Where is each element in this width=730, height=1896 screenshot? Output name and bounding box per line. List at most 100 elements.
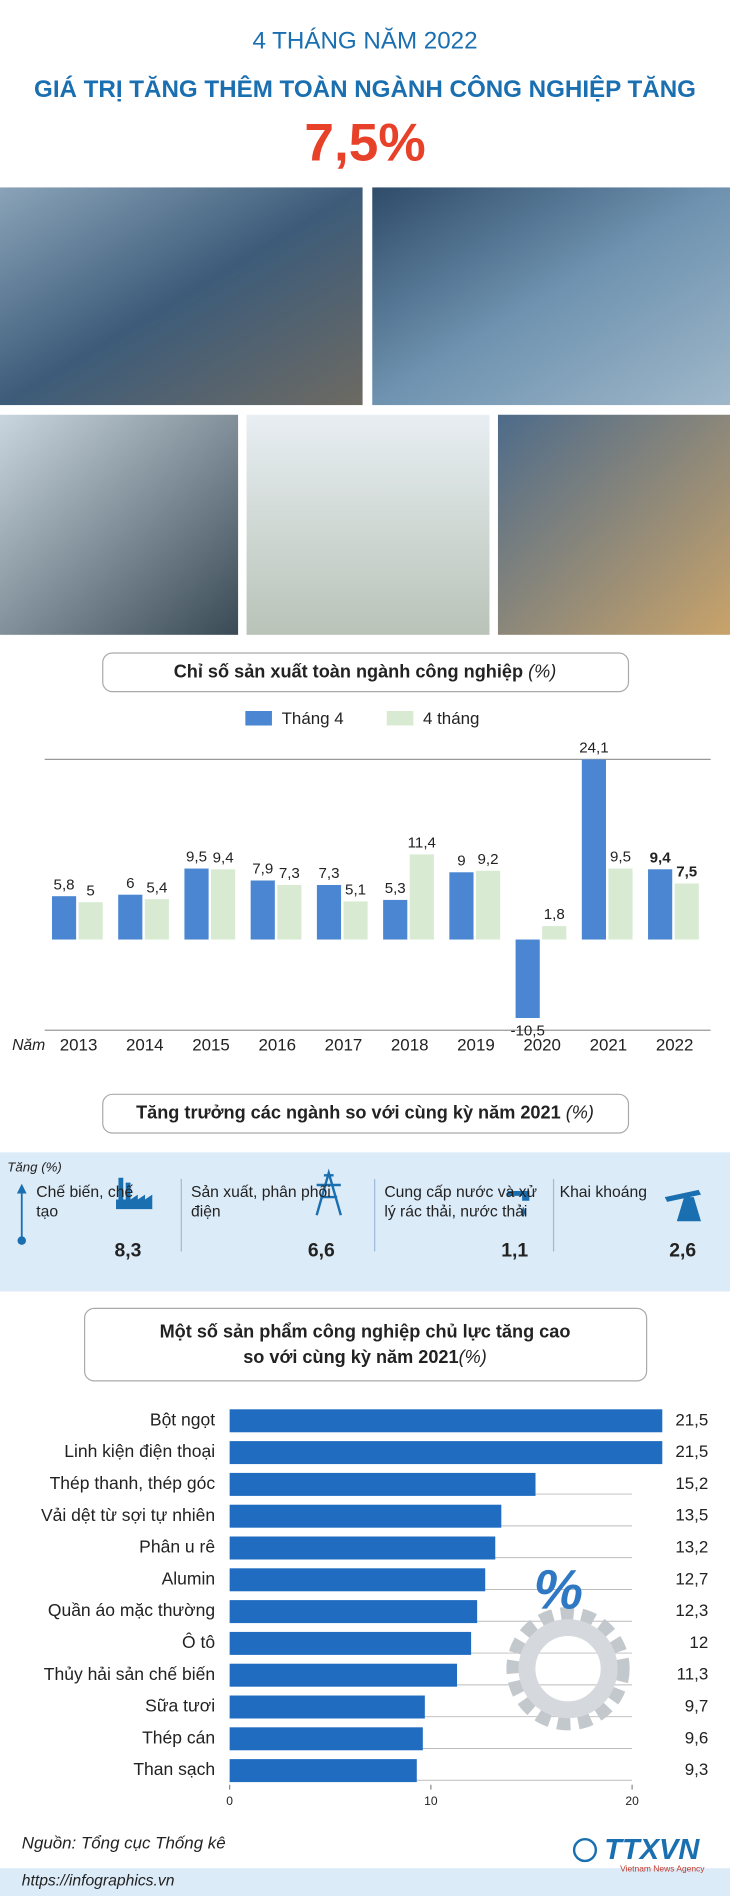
value-label: 9,4 bbox=[650, 849, 672, 866]
category-label: Thủy hải sản chế biến bbox=[44, 1664, 215, 1684]
category-label: Sữa tươi bbox=[145, 1696, 215, 1716]
x-tick-label: 2014 bbox=[126, 1035, 164, 1054]
header-highlight: 7,5% bbox=[304, 113, 425, 172]
value-label: 7,3 bbox=[318, 865, 339, 882]
value-label: 5,1 bbox=[345, 882, 366, 899]
value: 8,3 bbox=[115, 1240, 142, 1262]
x-tick-label: 0 bbox=[226, 1794, 233, 1808]
value-label: 5,8 bbox=[54, 876, 75, 893]
value-label: 9,6 bbox=[685, 1728, 709, 1747]
value: 2,6 bbox=[669, 1240, 696, 1262]
photo bbox=[497, 414, 730, 635]
bar bbox=[78, 902, 103, 940]
bar bbox=[229, 1759, 417, 1783]
category-label: Sản xuất, phân phối điện bbox=[190, 1182, 331, 1221]
arrow-head bbox=[16, 1183, 27, 1194]
bar bbox=[211, 869, 236, 940]
icon-pylon bbox=[315, 1168, 342, 1216]
photo bbox=[0, 187, 363, 406]
chart-title: Tăng trưởng các ngành so với cùng kỳ năm… bbox=[136, 1102, 594, 1122]
legend-label: Tháng 4 bbox=[282, 709, 344, 728]
header-title: GIÁ TRỊ TĂNG THÊM TOÀN NGÀNH CÔNG NGHIỆP… bbox=[34, 75, 696, 103]
gear-icon: % bbox=[506, 1558, 630, 1731]
title-unit: (%) bbox=[459, 1347, 487, 1367]
x-tick-label: 10 bbox=[424, 1794, 438, 1808]
legend-label: 4 tháng bbox=[423, 709, 479, 728]
value-label: 21,5 bbox=[675, 1410, 708, 1429]
x-tick-label: 2018 bbox=[391, 1035, 429, 1054]
bar bbox=[277, 884, 302, 940]
value-label: 9,7 bbox=[685, 1696, 709, 1715]
value: 1,1 bbox=[501, 1240, 528, 1262]
value-label: 21,5 bbox=[675, 1442, 708, 1461]
value-label: 5,4 bbox=[146, 879, 167, 896]
value-label: 7,9 bbox=[252, 861, 273, 878]
bar bbox=[674, 883, 699, 940]
bar bbox=[250, 880, 275, 940]
category-label: Thép thanh, thép góc bbox=[50, 1473, 216, 1493]
value-label: 24,1 bbox=[579, 740, 608, 757]
value-label: 6 bbox=[126, 875, 134, 892]
value-label: -10,5 bbox=[510, 1022, 544, 1039]
title-box bbox=[83, 1307, 648, 1382]
bar bbox=[542, 926, 567, 940]
value-label: 12,7 bbox=[675, 1569, 708, 1588]
bar bbox=[229, 1727, 423, 1751]
bar bbox=[184, 868, 209, 940]
bar bbox=[229, 1409, 663, 1433]
category-label: Quần áo mặc thường bbox=[48, 1600, 215, 1620]
category-label-box: Sản xuất, phân phối điện bbox=[190, 1182, 331, 1221]
chart-title: Chỉ số sản xuất toàn ngành công nghiệp (… bbox=[174, 661, 557, 681]
value-label: 11,4 bbox=[408, 834, 436, 851]
gear-teeth bbox=[506, 1607, 630, 1731]
bar bbox=[229, 1536, 496, 1560]
icon-oil bbox=[664, 1189, 701, 1222]
source: Nguồn: Tổng cục Thống kê bbox=[22, 1833, 226, 1852]
value: 6,6 bbox=[308, 1240, 335, 1262]
logo-mark bbox=[572, 1837, 598, 1863]
value-label: 9,5 bbox=[610, 849, 631, 866]
x-tick-label: 2015 bbox=[192, 1035, 230, 1054]
value-label: 12,3 bbox=[675, 1601, 708, 1620]
category-label: Alumin bbox=[162, 1568, 216, 1588]
photo bbox=[246, 414, 490, 635]
category-label: Chế biến, chế tạo bbox=[36, 1182, 134, 1221]
value-label: 1,8 bbox=[544, 906, 565, 923]
x-tick-label: 2017 bbox=[325, 1035, 363, 1054]
header-subtitle: 4 THÁNG NĂM 2022 bbox=[252, 28, 477, 55]
value-label: 9,5 bbox=[186, 849, 207, 866]
bar bbox=[229, 1663, 458, 1687]
bar bbox=[648, 869, 673, 940]
value-label: 7,3 bbox=[279, 865, 300, 882]
category-label: Ô tô bbox=[182, 1631, 215, 1652]
category-label: Thép cán bbox=[142, 1727, 215, 1747]
y-axis-label: Tăng (%) bbox=[7, 1160, 62, 1175]
gear-ring bbox=[518, 1619, 618, 1719]
chart-title: so với cùng kỳ năm 2021(%) bbox=[243, 1347, 487, 1367]
icon-factory bbox=[116, 1177, 153, 1210]
bar bbox=[449, 872, 474, 940]
category-label-box: Chế biến, chế tạo bbox=[36, 1182, 134, 1221]
bar bbox=[229, 1631, 472, 1655]
title-text: Tăng trưởng các ngành so với cùng kỳ năm… bbox=[136, 1102, 561, 1122]
bar bbox=[229, 1695, 425, 1719]
value-label: 5,3 bbox=[385, 880, 406, 897]
bar bbox=[409, 854, 434, 940]
value-label: 9,3 bbox=[685, 1760, 709, 1779]
title-unit: (%) bbox=[528, 661, 556, 681]
bar bbox=[515, 939, 540, 1018]
category-label: Vải dệt từ sợi tự nhiên bbox=[41, 1505, 215, 1525]
bar bbox=[229, 1504, 502, 1528]
percent-icon: % bbox=[534, 1558, 583, 1620]
photo bbox=[0, 414, 239, 635]
x-tick-label: 2019 bbox=[457, 1035, 495, 1054]
x-tick-label: 2013 bbox=[60, 1035, 98, 1054]
bar bbox=[475, 870, 501, 940]
title-text: Chỉ số sản xuất toàn ngành công nghiệp bbox=[174, 661, 523, 681]
icon-tap bbox=[507, 1191, 530, 1217]
logo-sub: Vietnam News Agency bbox=[620, 1864, 705, 1874]
category-label: Bột ngọt bbox=[150, 1409, 215, 1429]
bar bbox=[229, 1600, 478, 1624]
